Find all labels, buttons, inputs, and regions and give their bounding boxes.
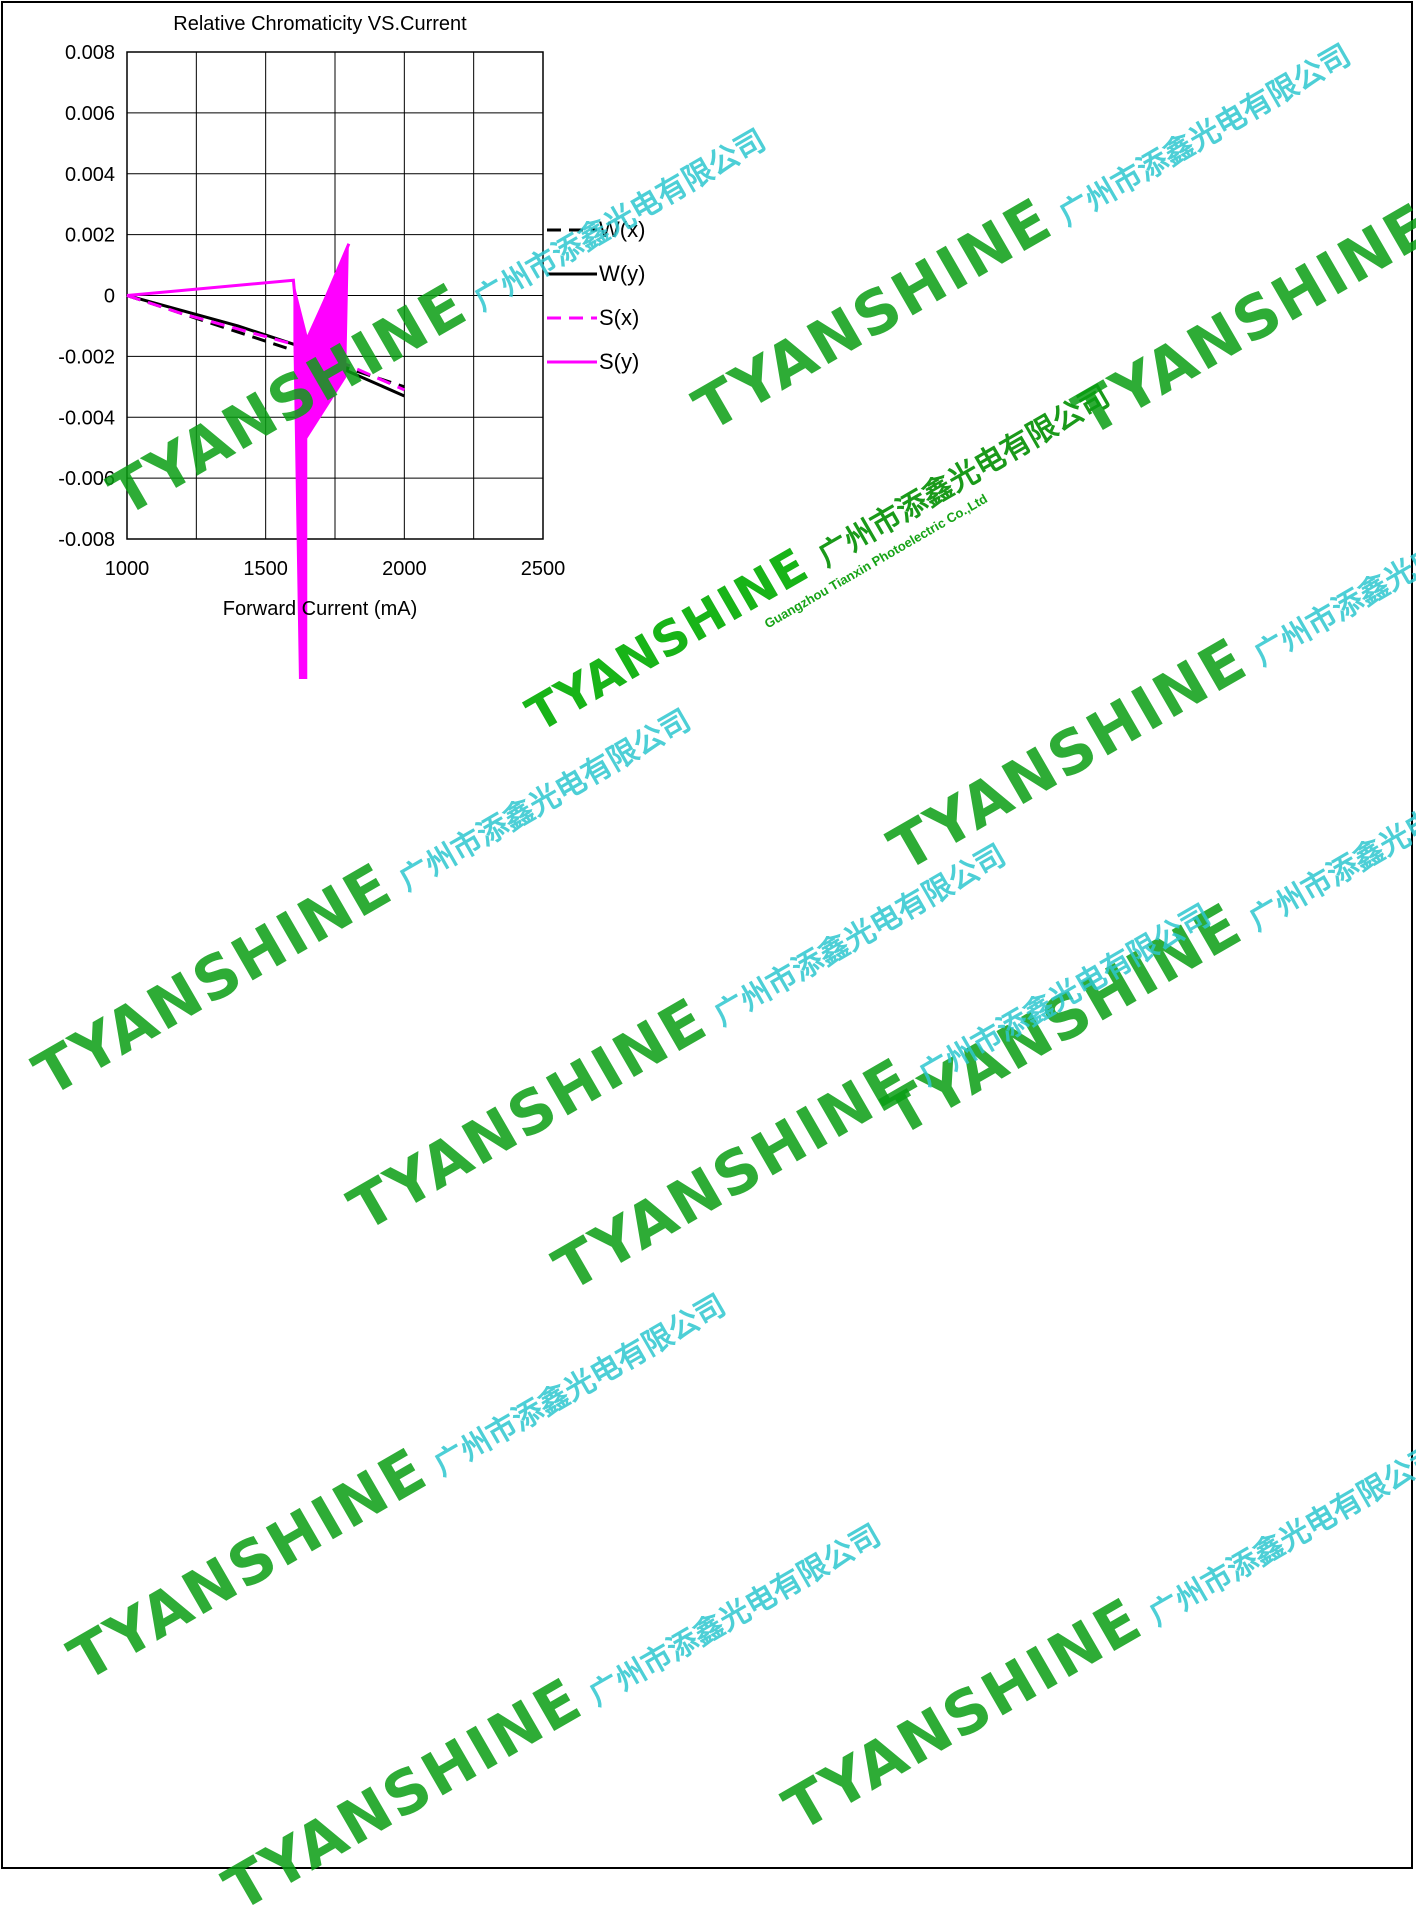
y-tick-label: 0.006 <box>65 103 115 125</box>
legend-label: S(y) <box>599 349 639 374</box>
y-tick-label: 0 <box>104 286 115 308</box>
legend-label: W(y) <box>599 261 645 286</box>
y-tick-label: 0.002 <box>65 225 115 247</box>
y-tick-label: -0.002 <box>58 346 115 368</box>
y-tick-label: 0.004 <box>65 164 115 186</box>
legend-label: W(x) <box>599 217 645 242</box>
x-tick-labels: 1000 1500 2000 2500 <box>105 558 566 580</box>
y-tick-label: -0.006 <box>58 468 115 490</box>
chart-title: Relative Chromaticity VS.Current <box>173 13 467 35</box>
y-tick-labels: 0.008 0.006 0.004 0.002 0 -0.002 -0.004 -0.006 -… <box>58 42 115 551</box>
legend-label: S(x) <box>599 305 639 330</box>
y-tick-label: -0.004 <box>58 407 115 429</box>
y-tick-label: -0.008 <box>58 529 115 551</box>
x-tick-label: 2000 <box>382 558 427 580</box>
chromaticity-chart: Relative Chromaticity VS.Current 0.0080.… <box>0 0 1416 1872</box>
y-tick-label: 0.008 <box>65 42 115 64</box>
x-tick-label: 1500 <box>243 558 288 580</box>
chart-legend: W(x) W(y) S(x) S(y) <box>547 217 645 374</box>
x-axis-label: Forward Current (mA) <box>223 598 417 620</box>
x-tick-label: 2500 <box>521 558 566 580</box>
x-tick-label: 1000 <box>105 558 150 580</box>
